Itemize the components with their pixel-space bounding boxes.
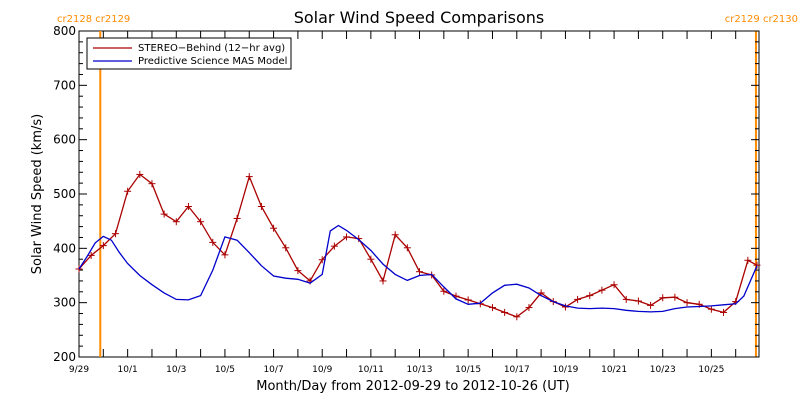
series-layer: [75, 170, 761, 321]
data-point-stereo: [99, 242, 107, 250]
x-tick-label: 10/1: [118, 365, 138, 375]
x-axis: 9/29 10/1 10/3 10/5 10/7 10/9 10/11 10/13 10/15 1…: [69, 31, 737, 375]
data-point-stereo: [501, 308, 509, 316]
series-line-model: [78, 224, 758, 313]
x-tick-label: 10/17: [504, 365, 530, 375]
carrington-label: cr2128 cr2129: [57, 14, 130, 25]
data-point-stereo: [513, 313, 521, 321]
data-point-stereo: [172, 218, 180, 226]
data-point-stereo: [148, 180, 156, 188]
data-point-stereo: [744, 256, 752, 264]
data-point-stereo: [671, 293, 679, 301]
x-tick-label: 10/23: [650, 365, 676, 375]
x-tick-label: 10/13: [407, 365, 433, 375]
x-tick-label: 10/5: [215, 365, 235, 375]
data-point-stereo: [343, 233, 351, 241]
x-tick-label: 10/19: [552, 365, 578, 375]
data-point-stereo: [257, 202, 265, 210]
legend-box: [86, 37, 292, 70]
x-tick-label: 10/3: [166, 365, 186, 375]
data-point-stereo: [209, 238, 217, 246]
y-tick-label: 800: [53, 24, 76, 38]
chart-title: Solar Wind Speed Comparisons: [294, 8, 545, 27]
x-tick-label: 10/21: [601, 365, 627, 375]
data-point-stereo: [707, 305, 715, 313]
y-axis-label: Solar Wind Speed (km/s): [30, 114, 45, 274]
data-point-stereo: [634, 297, 642, 305]
plot-frame: [78, 30, 760, 358]
data-point-stereo: [379, 277, 387, 285]
y-tick-label: 700: [53, 78, 76, 92]
data-point-stereo: [464, 296, 472, 304]
data-point-stereo: [270, 224, 278, 232]
data-point-stereo: [245, 173, 253, 181]
data-point-stereo: [391, 231, 399, 239]
y-tick-label: 200: [53, 350, 76, 364]
x-tick-label: 10/25: [698, 365, 724, 375]
y-tick-label: 400: [53, 241, 76, 255]
data-point-stereo: [184, 202, 192, 210]
data-point-stereo: [111, 230, 119, 238]
data-point-stereo: [197, 218, 205, 226]
data-point-stereo: [622, 295, 630, 303]
data-point-stereo: [586, 292, 594, 300]
legend: STEREO−Behind (12−hr avg) Predictive Sci…: [86, 37, 292, 70]
y-axis: 200 300 400 500 600 700 800: [53, 24, 759, 364]
data-point-stereo: [488, 304, 496, 312]
data-point-stereo: [136, 170, 144, 178]
x-tick-label: 9/29: [69, 365, 89, 375]
carrington-lines: [99, 31, 757, 357]
legend-label-model: Predictive Science MAS Model: [138, 56, 287, 67]
data-point-stereo: [440, 287, 448, 295]
data-point-stereo: [574, 295, 582, 303]
data-point-stereo: [221, 251, 229, 259]
legend-label-stereo: STEREO−Behind (12−hr avg): [138, 43, 285, 54]
data-point-stereo: [160, 210, 168, 218]
x-tick-label: 10/11: [358, 365, 384, 375]
data-point-stereo: [294, 267, 302, 275]
x-axis-label: Month/Day from 2012-09-29 to 2012-10-26 …: [256, 379, 569, 394]
data-point-stereo: [561, 303, 569, 311]
data-point-stereo: [683, 299, 691, 307]
data-point-stereo: [525, 304, 533, 312]
data-point-stereo: [647, 301, 655, 309]
y-tick-label: 600: [53, 133, 76, 147]
x-tick-label: 10/7: [263, 365, 283, 375]
data-point-stereo: [330, 242, 338, 250]
carrington-labels: cr2128 cr2129 cr2129 cr2130: [57, 14, 798, 25]
data-point-stereo: [659, 294, 667, 302]
data-point-stereo: [720, 308, 728, 316]
x-tick-label: 10/9: [312, 365, 332, 375]
data-point-stereo: [124, 187, 132, 195]
x-tick-label: 10/15: [455, 365, 481, 375]
carrington-label: cr2129 cr2130: [725, 14, 798, 25]
data-point-stereo: [87, 251, 95, 259]
y-tick-label: 500: [53, 187, 76, 201]
data-point-stereo: [367, 255, 375, 263]
data-point-stereo: [233, 214, 241, 222]
series-line-stereo: [78, 173, 758, 318]
data-point-stereo: [610, 281, 618, 289]
y-tick-label: 300: [53, 296, 76, 310]
data-point-stereo: [753, 261, 761, 269]
data-point-stereo: [416, 268, 424, 276]
data-point-stereo: [598, 286, 606, 294]
data-point-stereo: [282, 244, 290, 252]
data-point-stereo: [403, 244, 411, 252]
